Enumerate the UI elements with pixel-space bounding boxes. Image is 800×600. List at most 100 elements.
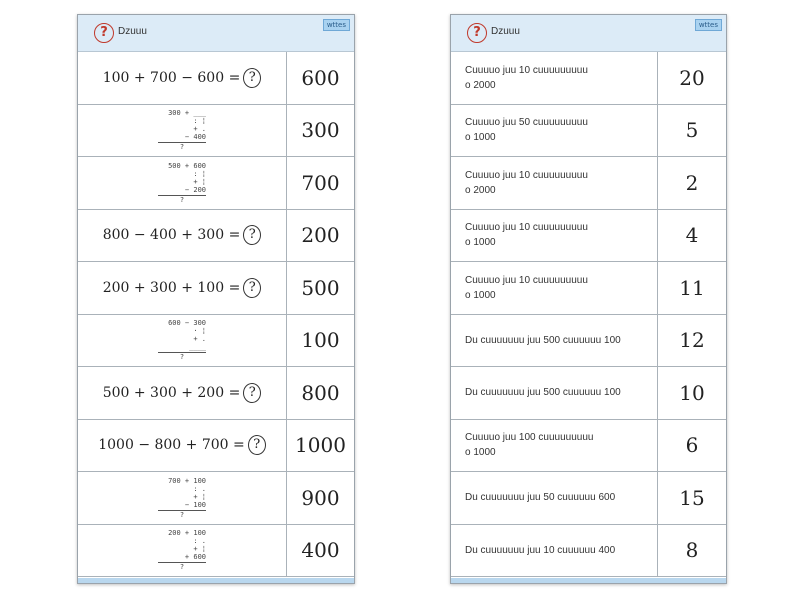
- answer-mark: ?: [243, 67, 262, 88]
- question-line: o 1000: [465, 237, 496, 249]
- answer-cell: 500: [301, 275, 340, 300]
- answer-cell: 4: [685, 223, 699, 248]
- arith-line: − 200: [184, 185, 206, 194]
- panel-title: Dzuuu: [491, 26, 520, 37]
- arith-line: ?: [179, 353, 185, 362]
- vertical-arithmetic: 700 + 100: . + ¦ − 100?: [158, 477, 206, 519]
- arith-line: ?: [179, 563, 185, 572]
- question-cell: 200 + 100: . + ¦ + 600?: [78, 524, 287, 576]
- arith-line: 600 − 300: [168, 319, 206, 328]
- question-line: o 1000: [465, 447, 496, 459]
- panel-title: Dzuuu: [118, 26, 147, 37]
- table-row: 200 + 300 + 100 =? 500: [78, 262, 354, 315]
- question-line: Cuuuuo juu 100 cuuuuuuuuu: [465, 432, 594, 444]
- divider-line: [158, 194, 206, 196]
- question-cell: Cuuuuo juu 10 cuuuuuuuuu o 1000: [451, 262, 658, 314]
- arith-line: + ¦: [193, 177, 206, 186]
- question-line: Cuuuuo juu 10 cuuuuuuuuu: [465, 274, 588, 286]
- table-row: Du cuuuuuuu juu 500 cuuuuuu 100 12: [451, 314, 726, 367]
- question-cell: Cuuuuo juu 10 cuuuuuuuuu o 2000: [451, 52, 658, 104]
- divider-line: [158, 142, 206, 144]
- question-text: Cuuuuo juu 100 cuuuuuuuuu o 1000: [465, 430, 593, 460]
- answer-cell: 700: [301, 170, 340, 195]
- answer-cell: 300: [301, 118, 340, 143]
- question-text: Cuuuuo juu 10 cuuuuuuuuu o 1000: [465, 273, 588, 303]
- answer-cell: 15: [679, 485, 705, 510]
- question-text: Cuuuuo juu 10 cuuuuuuuuu o 2000: [465, 168, 588, 198]
- divider-line: [158, 562, 206, 564]
- table-row: Cuuuuo juu 10 cuuuuuuuuu o 2000 2: [451, 157, 726, 210]
- answer-cell: 6: [685, 433, 699, 458]
- answer-cell: 8: [685, 538, 699, 563]
- arith-line: + ¦: [193, 545, 206, 554]
- question-line: o 1000: [465, 132, 496, 144]
- arith-line: ?: [179, 510, 185, 519]
- arith-line: + .: [193, 335, 206, 344]
- divider-line: [158, 509, 206, 511]
- question-text: Cuuuuo juu 10 cuuuuuuuuu o 1000: [465, 220, 588, 250]
- answer-mark: ?: [243, 225, 262, 246]
- answer-cell: 100: [301, 328, 340, 353]
- table-row: 600 − 300 · ¦ + . ____? 100: [78, 314, 354, 367]
- question-line: Du cuuuuuuu juu 500 cuuuuuu 100: [465, 387, 621, 399]
- arith-line: − 400: [184, 133, 206, 142]
- arith-line: : .: [193, 537, 206, 546]
- question-cell: Cuuuuo juu 100 cuuuuuuuuu o 1000: [451, 419, 658, 471]
- answer-cell: 1000: [295, 433, 346, 458]
- question-cell: 200 + 300 + 100 =?: [78, 262, 287, 314]
- arith-line: ?: [179, 143, 185, 152]
- table-row: 300 + ___: ¦ + . − 400? 300: [78, 104, 354, 157]
- arith-line: 700 + 100: [168, 476, 206, 485]
- answer-mark: ?: [247, 435, 266, 456]
- table-row: 500 + 600: ¦ + ¦ − 200? 700: [78, 157, 354, 210]
- panel-footer: [451, 578, 726, 583]
- question-cell: 800 − 400 + 300 =?: [78, 209, 287, 261]
- question-cell: 100 + 700 − 600 =?: [78, 52, 287, 104]
- question-cell: 500 + 300 + 200 =?: [78, 367, 287, 419]
- question-text: Cuuuuo juu 10 cuuuuuuuuu o 2000: [465, 63, 588, 93]
- divider-line: [158, 352, 206, 354]
- vertical-arithmetic: 200 + 100: . + ¦ + 600?: [158, 529, 206, 571]
- answer-cell: 10: [679, 380, 705, 405]
- answer-cell: 11: [679, 275, 705, 300]
- table-row: Du cuuuuuuu juu 50 cuuuuuu 600 15: [451, 472, 726, 525]
- table-row: 1000 − 800 + 700 =? 1000: [78, 419, 354, 472]
- question-line: o 1000: [465, 289, 496, 301]
- question-line: Cuuuuo juu 50 cuuuuuuuuu: [465, 117, 588, 129]
- question-cell: 1000 − 800 + 700 =?: [78, 419, 287, 471]
- arith-line: + ¦: [193, 492, 206, 501]
- vertical-arithmetic: 600 − 300 · ¦ + . ____?: [158, 319, 206, 361]
- question-cell: Cuuuuo juu 10 cuuuuuuuuu o 1000: [451, 209, 658, 261]
- answer-cell: 600: [301, 65, 340, 90]
- table-row: Cuuuuo juu 100 cuuuuuuuuu o 1000 6: [451, 419, 726, 472]
- arith-line: : .: [193, 484, 206, 493]
- answer-cell: 20: [679, 65, 705, 90]
- table-row: 100 + 700 − 600 =? 600: [78, 52, 354, 105]
- answer-cell: 5: [685, 118, 699, 143]
- table-row: Cuuuuo juu 10 cuuuuuuuuu o 2000 20: [451, 52, 726, 105]
- answer-cell: 200: [301, 223, 340, 248]
- equation-text: 500 + 300 + 200 =: [102, 384, 241, 401]
- question-cell: Du cuuuuuuu juu 500 cuuuuuu 100: [451, 367, 658, 419]
- arith-line: + .: [193, 125, 206, 134]
- equation-text: 1000 − 800 + 700 =: [98, 437, 245, 454]
- question-text: Du cuuuuuuu juu 500 cuuuuuu 100: [465, 385, 621, 400]
- arith-line: 500 + 600: [168, 161, 206, 170]
- header-badge: wttes: [322, 19, 350, 31]
- table-row: 800 − 400 + 300 =? 200: [78, 209, 354, 262]
- arith-line: ?: [179, 195, 185, 204]
- question-line: Cuuuuo juu 10 cuuuuuuuuu: [465, 64, 588, 76]
- question-cell: Du cuuuuuuu juu 500 cuuuuuu 100: [451, 314, 658, 366]
- question-text: Du cuuuuuuu juu 10 cuuuuuu 400: [465, 543, 615, 558]
- table-row: Du cuuuuuuu juu 500 cuuuuuu 100 10: [451, 367, 726, 420]
- answer-cell: 800: [301, 380, 340, 405]
- question-cell: Du cuuuuuuu juu 50 cuuuuuu 600: [451, 472, 658, 524]
- panel-footer: [78, 578, 354, 583]
- vertical-arithmetic: 500 + 600: ¦ + ¦ − 200?: [158, 162, 206, 204]
- question-cell: 700 + 100: . + ¦ − 100?: [78, 472, 287, 524]
- table-row: Du cuuuuuuu juu 10 cuuuuuu 400 8: [451, 524, 726, 577]
- vertical-arithmetic: 300 + ___: ¦ + . − 400?: [158, 109, 206, 151]
- panel-header: ? Dzuuu wttes: [451, 15, 726, 52]
- question-line: o 2000: [465, 184, 496, 196]
- left-worksheet-panel: ? Dzuuu wttes 100 + 700 − 600 =? 600 300 +…: [77, 14, 355, 584]
